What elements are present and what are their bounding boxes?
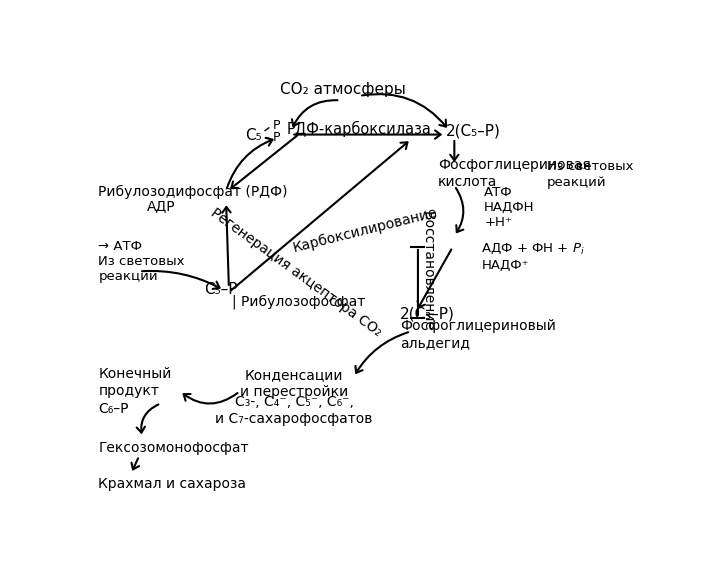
Text: АДФ + ФН + $P_i$
НАДФ⁺: АДФ + ФН + $P_i$ НАДФ⁺: [482, 242, 585, 272]
Text: Фосфоглицериновый
альдегид: Фосфоглицериновый альдегид: [400, 319, 556, 351]
Text: | Рибулозофосфат: | Рибулозофосфат: [231, 295, 365, 309]
Text: P: P: [273, 131, 280, 144]
Text: → АТФ
Из световых
реакций: → АТФ Из световых реакций: [98, 239, 185, 283]
Text: АДР: АДР: [147, 198, 176, 213]
Text: C₅: C₅: [245, 129, 261, 143]
Text: 2(C₅–P): 2(C₅–P): [447, 123, 501, 138]
Text: РДФ-карбоксилаза: РДФ-карбоксилаза: [287, 121, 432, 137]
Text: Конденсации
и перестройки: Конденсации и перестройки: [240, 368, 348, 399]
Text: P: P: [273, 119, 280, 132]
Text: Крахмал и сахароза: Крахмал и сахароза: [98, 477, 247, 491]
Text: Гексозомонофосфат: Гексозомонофосфат: [98, 441, 249, 455]
Text: Регенерация акцептора CO₂: Регенерация акцептора CO₂: [208, 206, 385, 339]
Text: Рибулозодифосфат (РДФ): Рибулозодифосфат (РДФ): [98, 185, 288, 199]
Text: CO₂ атмосферы: CO₂ атмосферы: [280, 82, 406, 97]
Text: Из световых
реакций: Из световых реакций: [547, 160, 633, 189]
Text: Фосфоглицериновая
кислота: Фосфоглицериновая кислота: [438, 158, 591, 189]
Text: Карбоксилирование: Карбоксилирование: [292, 205, 439, 255]
Text: C₃-, C₄⁻, C₅⁻, C₆⁻,
и C₇-сахарофосфатов: C₃-, C₄⁻, C₅⁻, C₆⁻, и C₇-сахарофосфатов: [215, 395, 373, 426]
Text: 2(C₃–P): 2(C₃–P): [400, 307, 455, 322]
Text: Конечный
продукт
C₆–P: Конечный продукт C₆–P: [98, 367, 172, 415]
Text: C₅–P: C₅–P: [205, 282, 238, 297]
Text: Восстановление: Восстановление: [420, 211, 434, 331]
Text: АТФ
НАДФН
+H⁺: АТФ НАДФН +H⁺: [484, 186, 535, 230]
